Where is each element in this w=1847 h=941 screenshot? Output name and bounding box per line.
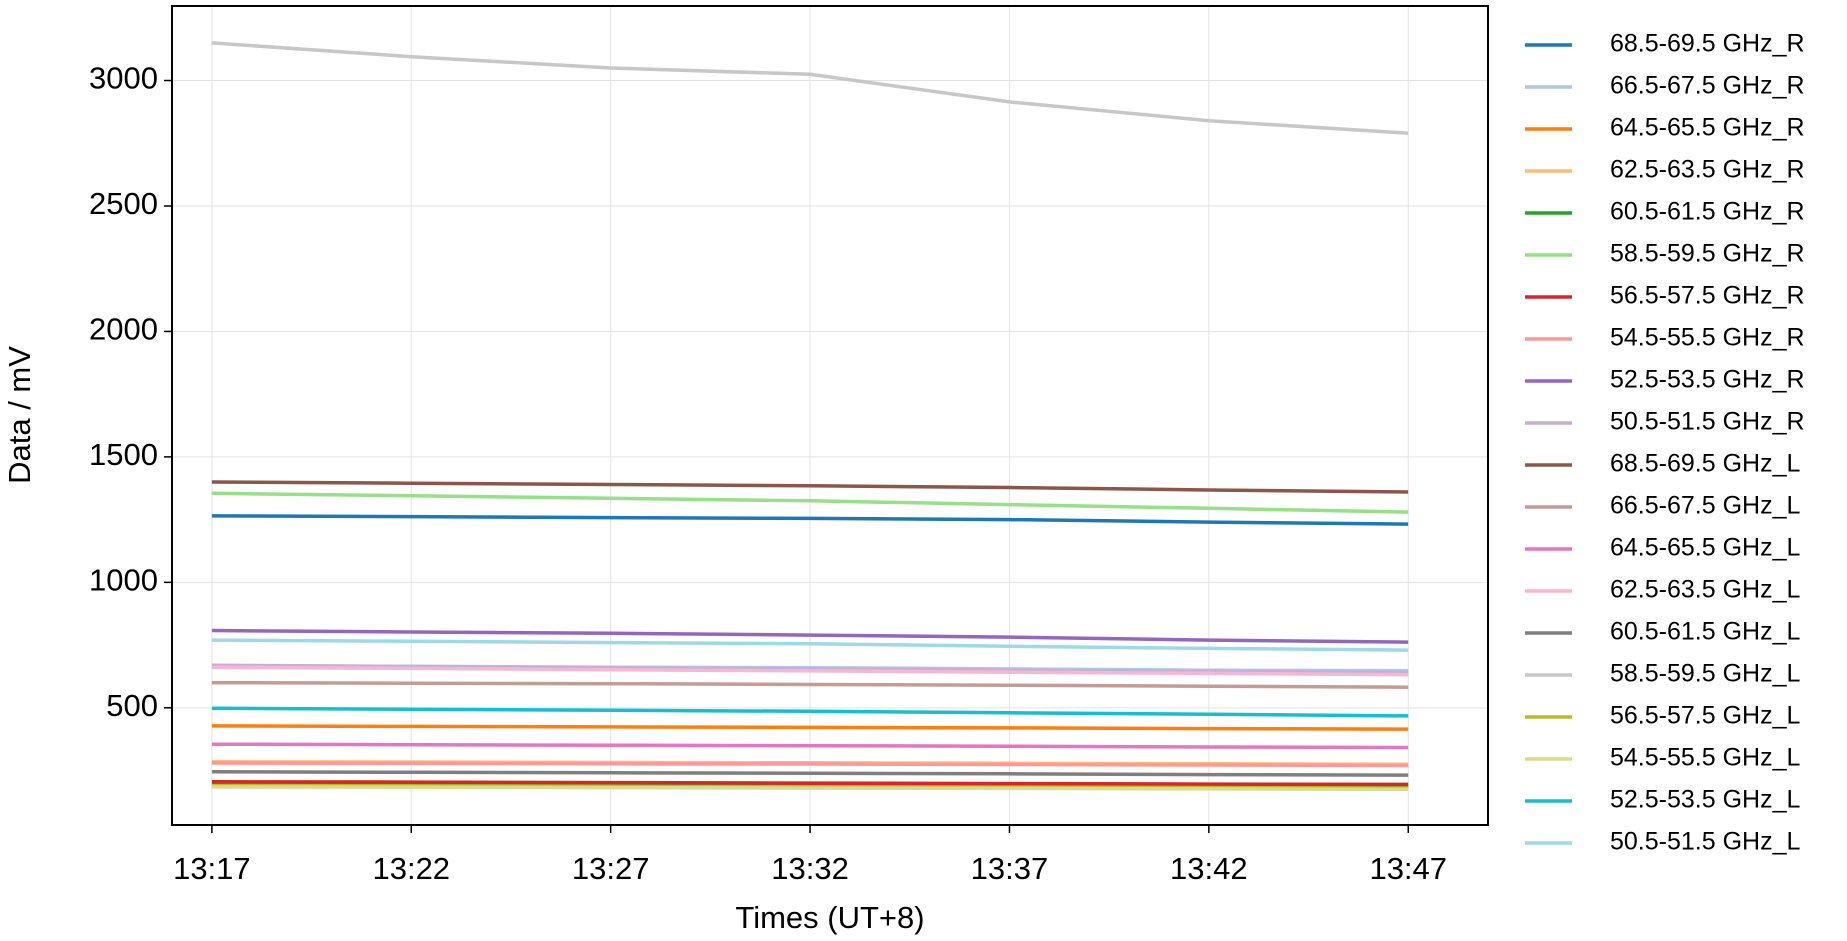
series-line xyxy=(211,480,1409,494)
series-line xyxy=(211,780,1409,787)
series-line xyxy=(211,628,1409,644)
series-line xyxy=(211,514,1409,526)
series-line xyxy=(211,742,1409,750)
series-line xyxy=(211,638,1409,652)
x-tick-label: 13:22 xyxy=(372,851,450,886)
x-tick-label: 13:27 xyxy=(572,851,650,886)
x-tick-label: 13:42 xyxy=(1170,851,1248,886)
y-tick-label: 2500 xyxy=(89,186,158,221)
series-line xyxy=(211,680,1409,689)
legend-label: 66.5-67.5 GHz_L xyxy=(1610,492,1800,520)
y-tick-label: 500 xyxy=(106,688,158,723)
series-line xyxy=(211,785,1409,792)
legend-label: 60.5-61.5 GHz_R xyxy=(1610,198,1805,226)
legend-label: 52.5-53.5 GHz_R xyxy=(1610,366,1805,394)
legend-label: 68.5-69.5 GHz_R xyxy=(1610,30,1805,58)
x-axis-label: Times (UT+8) xyxy=(735,900,924,935)
legend-label: 50.5-51.5 GHz_R xyxy=(1610,408,1805,436)
legend-label: 66.5-67.5 GHz_R xyxy=(1610,72,1805,100)
legend-label: 58.5-59.5 GHz_L xyxy=(1610,660,1800,688)
y-tick-label: 2000 xyxy=(89,312,158,347)
legend-label: 50.5-51.5 GHz_L xyxy=(1610,828,1800,856)
y-axis-label: Data / mV xyxy=(2,346,37,484)
legend-label: 56.5-57.5 GHz_L xyxy=(1610,702,1800,730)
legend-label: 56.5-57.5 GHz_R xyxy=(1610,282,1805,310)
series-line xyxy=(211,491,1409,514)
legend-label: 62.5-63.5 GHz_L xyxy=(1610,576,1800,604)
y-tick-label: 3000 xyxy=(89,61,158,96)
legend-label: 60.5-61.5 GHz_L xyxy=(1610,618,1800,646)
series-line xyxy=(211,724,1409,731)
legend-label: 52.5-53.5 GHz_L xyxy=(1610,786,1800,814)
legend-label: 58.5-59.5 GHz_R xyxy=(1610,240,1805,268)
series-line xyxy=(211,770,1409,777)
legend-label: 62.5-63.5 GHz_R xyxy=(1610,156,1805,184)
legend-label: 54.5-55.5 GHz_L xyxy=(1610,744,1800,772)
series-line xyxy=(211,663,1409,675)
legend-label: 64.5-65.5 GHz_R xyxy=(1610,114,1805,142)
legend-label: 54.5-55.5 GHz_R xyxy=(1610,324,1805,352)
plot-frame xyxy=(171,5,1489,826)
x-tick-label: 13:32 xyxy=(771,851,849,886)
x-tick-label: 13:17 xyxy=(173,851,251,886)
legend-label: 68.5-69.5 GHz_L xyxy=(1610,450,1800,478)
series-line xyxy=(211,761,1409,768)
series-line xyxy=(211,41,1409,135)
y-tick-label: 1000 xyxy=(89,563,158,598)
x-tick-label: 13:37 xyxy=(971,851,1049,886)
y-tick-label: 1500 xyxy=(89,437,158,472)
x-tick-label: 13:47 xyxy=(1369,851,1447,886)
series-line xyxy=(211,706,1409,718)
series-line xyxy=(211,665,1409,677)
legend-label: 64.5-65.5 GHz_L xyxy=(1610,534,1800,562)
